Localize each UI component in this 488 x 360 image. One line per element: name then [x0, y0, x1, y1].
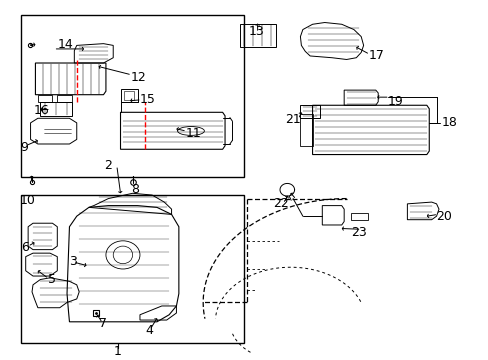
Text: 3: 3 — [69, 256, 77, 269]
Text: 4: 4 — [145, 324, 153, 337]
Text: 13: 13 — [248, 25, 264, 38]
Text: 21: 21 — [284, 113, 300, 126]
Text: 6: 6 — [21, 241, 29, 255]
Text: 1: 1 — [114, 345, 122, 358]
Text: 7: 7 — [99, 317, 107, 330]
Text: 20: 20 — [436, 210, 451, 223]
Text: 12: 12 — [130, 71, 146, 84]
Text: 2: 2 — [104, 159, 112, 172]
Text: 8: 8 — [131, 183, 139, 196]
Text: 16: 16 — [33, 104, 49, 117]
Text: 22: 22 — [272, 197, 288, 210]
Text: 9: 9 — [20, 141, 28, 154]
Text: 10: 10 — [20, 194, 36, 207]
Bar — [21, 15, 244, 177]
Text: 17: 17 — [368, 49, 384, 63]
Text: 11: 11 — [185, 127, 201, 140]
Text: 15: 15 — [140, 94, 156, 107]
Text: 23: 23 — [350, 225, 366, 239]
Bar — [21, 195, 244, 343]
Text: 5: 5 — [47, 273, 56, 286]
Text: 14: 14 — [57, 38, 73, 51]
Text: 18: 18 — [441, 116, 456, 129]
Text: 19: 19 — [387, 95, 403, 108]
